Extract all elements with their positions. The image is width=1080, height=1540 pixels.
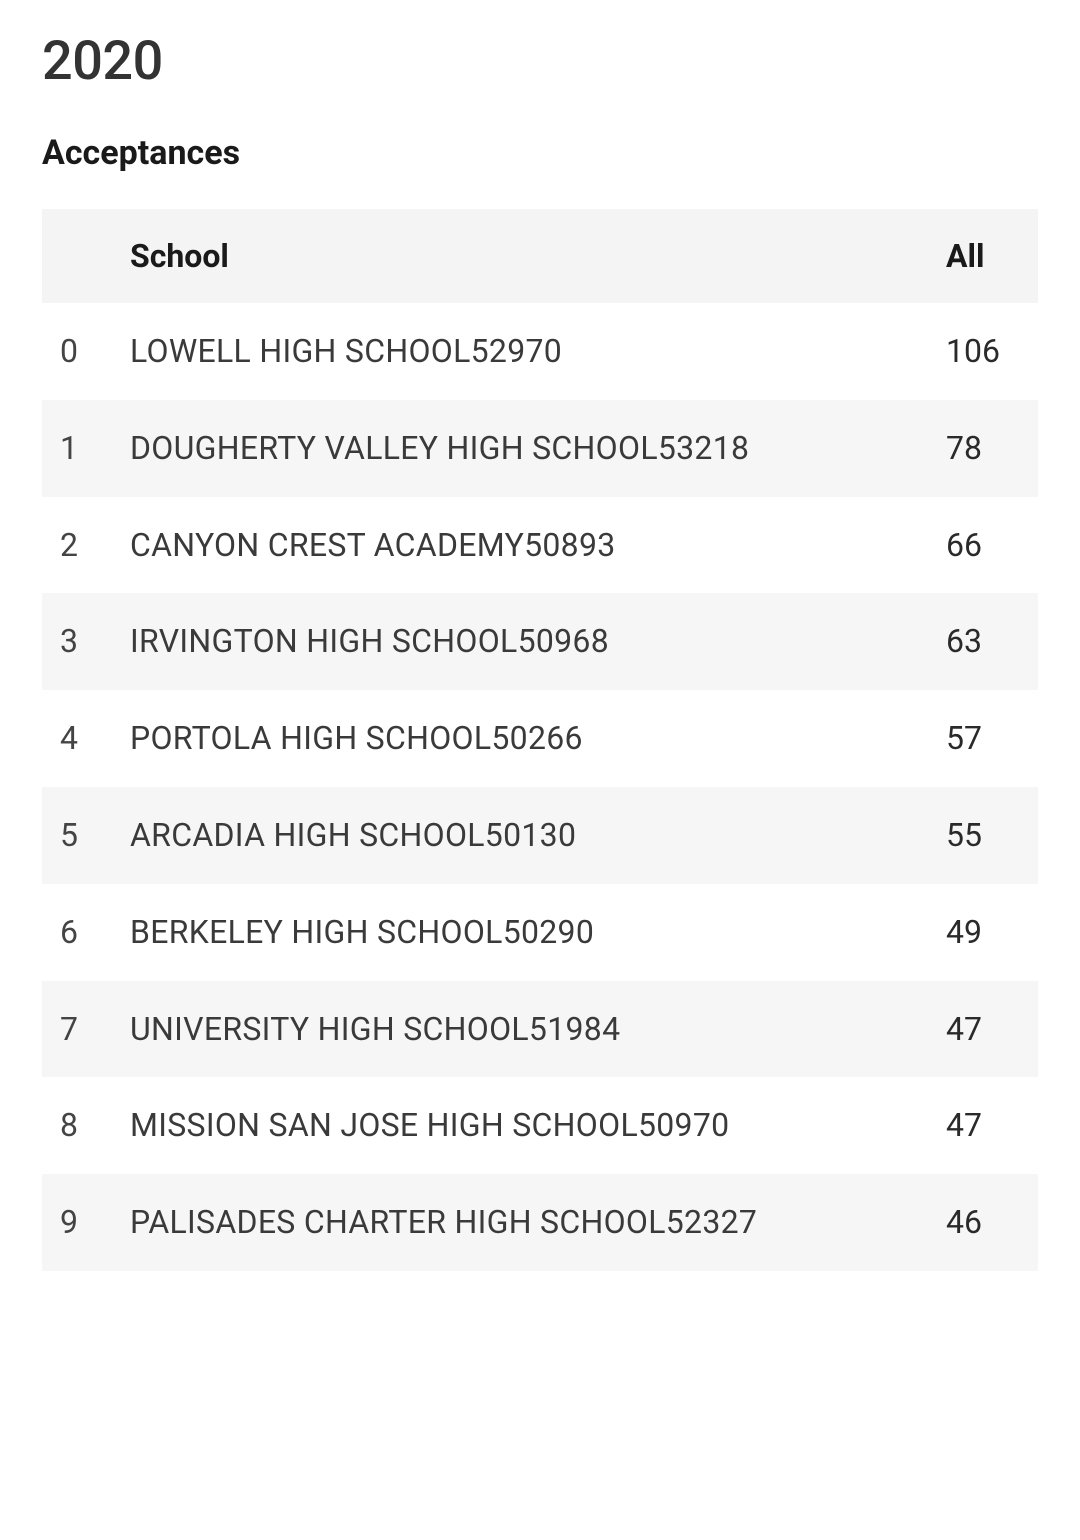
cell-school: DOUGHERTY VALLEY HIGH SCHOOL53218 [112,400,928,497]
cell-school: IRVINGTON HIGH SCHOOL50968 [112,593,928,690]
cell-index: 8 [42,1077,112,1174]
table-row: 7 UNIVERSITY HIGH SCHOOL51984 47 [42,981,1038,1078]
col-all: All [928,209,1038,303]
cell-index: 2 [42,497,112,594]
cell-all: 57 [928,690,1038,787]
cell-school: UNIVERSITY HIGH SCHOOL51984 [112,981,928,1078]
cell-all: 63 [928,593,1038,690]
cell-school: ARCADIA HIGH SCHOOL50130 [112,787,928,884]
cell-index: 6 [42,884,112,981]
cell-index: 4 [42,690,112,787]
section-title: Acceptances [42,133,1038,173]
col-school: School [112,209,928,303]
cell-all: 47 [928,981,1038,1078]
cell-index: 1 [42,400,112,497]
table-header-row: School All [42,209,1038,303]
table-row: 8 MISSION SAN JOSE HIGH SCHOOL50970 47 [42,1077,1038,1174]
cell-all: 47 [928,1077,1038,1174]
cell-school: BERKELEY HIGH SCHOOL50290 [112,884,928,981]
cell-index: 9 [42,1174,112,1271]
cell-all: 49 [928,884,1038,981]
cell-school: PALISADES CHARTER HIGH SCHOOL52327 [112,1174,928,1271]
table-row: 2 CANYON CREST ACADEMY50893 66 [42,497,1038,594]
cell-index: 3 [42,593,112,690]
table-row: 0 LOWELL HIGH SCHOOL52970 106 [42,303,1038,400]
table-row: 5 ARCADIA HIGH SCHOOL50130 55 [42,787,1038,884]
cell-all: 55 [928,787,1038,884]
cell-school: LOWELL HIGH SCHOOL52970 [112,303,928,400]
table-row: 3 IRVINGTON HIGH SCHOOL50968 63 [42,593,1038,690]
cell-school: CANYON CREST ACADEMY50893 [112,497,928,594]
cell-index: 5 [42,787,112,884]
cell-index: 0 [42,303,112,400]
table-row: 4 PORTOLA HIGH SCHOOL50266 57 [42,690,1038,787]
cell-index: 7 [42,981,112,1078]
table-row: 6 BERKELEY HIGH SCHOOL50290 49 [42,884,1038,981]
col-index [42,209,112,303]
table-row: 1 DOUGHERTY VALLEY HIGH SCHOOL53218 78 [42,400,1038,497]
year-title: 2020 [42,30,1038,93]
table-body: 0 LOWELL HIGH SCHOOL52970 106 1 DOUGHERT… [42,303,1038,1271]
cell-all: 78 [928,400,1038,497]
acceptances-table: School All 0 LOWELL HIGH SCHOOL52970 106… [42,209,1038,1271]
cell-all: 46 [928,1174,1038,1271]
table-row: 9 PALISADES CHARTER HIGH SCHOOL52327 46 [42,1174,1038,1271]
cell-school: MISSION SAN JOSE HIGH SCHOOL50970 [112,1077,928,1174]
cell-all: 66 [928,497,1038,594]
cell-all: 106 [928,303,1038,400]
cell-school: PORTOLA HIGH SCHOOL50266 [112,690,928,787]
